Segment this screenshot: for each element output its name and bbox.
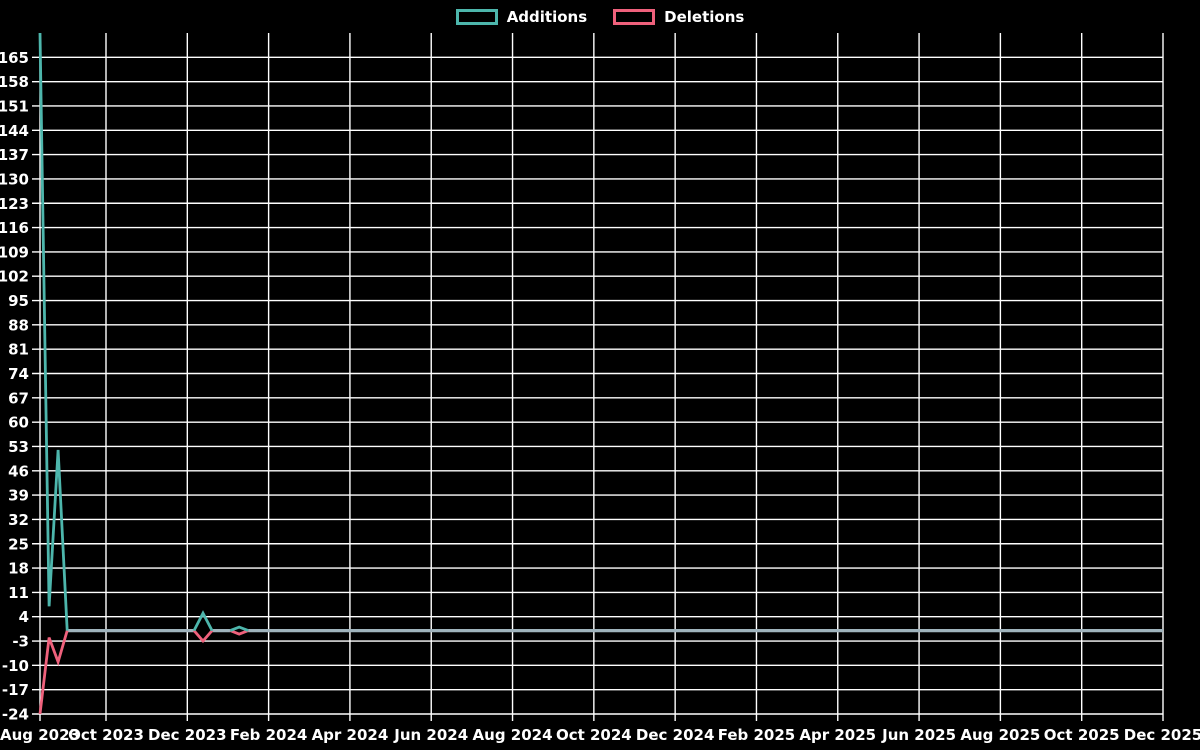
y-tick-label: 88 xyxy=(8,316,29,334)
y-tick-label: 18 xyxy=(8,560,29,578)
x-tick-label: Feb 2025 xyxy=(718,726,796,744)
x-tick-label: Dec 2023 xyxy=(148,726,227,744)
y-tick-label: 165 xyxy=(0,49,29,67)
additions-swatch-icon xyxy=(455,9,498,25)
y-tick-label: 53 xyxy=(8,438,29,456)
y-tick-label: 123 xyxy=(0,195,29,213)
y-tick-label: 137 xyxy=(0,146,29,164)
y-tick-label: -17 xyxy=(2,681,29,699)
y-tick-label: 67 xyxy=(8,389,29,407)
y-tick-label: 102 xyxy=(0,268,29,286)
y-tick-label: 60 xyxy=(8,414,29,432)
y-tick-label: 130 xyxy=(0,170,29,188)
x-tick-label: Dec 2024 xyxy=(636,726,715,744)
y-tick-label: 144 xyxy=(0,122,29,140)
x-tick-label: Aug 2024 xyxy=(473,726,553,744)
y-tick-label: 151 xyxy=(0,97,29,115)
x-tick-label: Aug 2023 xyxy=(0,726,80,744)
legend-item-deletions[interactable]: Deletions xyxy=(613,8,744,26)
legend-item-additions[interactable]: Additions xyxy=(455,8,588,26)
x-tick-label: Apr 2025 xyxy=(799,726,876,744)
x-tick-label: Feb 2024 xyxy=(230,726,308,744)
y-tick-label: 4 xyxy=(19,608,29,626)
y-gridlines: 165 158 151 144 137 130 123 116 109 102 95 88 81 74 67… xyxy=(0,49,1163,724)
y-tick-label: 158 xyxy=(0,73,29,91)
x-tick-label: Aug 2025 xyxy=(960,726,1040,744)
y-tick-label: 25 xyxy=(8,535,29,553)
deletions-swatch-icon xyxy=(613,9,656,25)
deletions-legend-label: Deletions xyxy=(664,8,745,26)
x-tick-label: Apr 2024 xyxy=(312,726,389,744)
y-tick-label: 39 xyxy=(8,487,29,505)
y-tick-label: 116 xyxy=(0,219,29,237)
y-tick-label: 32 xyxy=(8,511,29,529)
deletions-line xyxy=(38,629,249,715)
y-tick-label: -24 xyxy=(2,706,29,724)
x-tick-label: Jun 2024 xyxy=(393,726,468,744)
additions-line xyxy=(38,32,249,632)
x-tick-label: Jun 2025 xyxy=(881,726,956,744)
additions-legend-label: Additions xyxy=(506,8,588,26)
x-tick-label: Oct 2023 xyxy=(68,726,144,744)
x-tick-label: Dec 2025 xyxy=(1124,726,1200,744)
y-tick-label: 95 xyxy=(8,292,29,310)
y-tick-label: -10 xyxy=(2,657,29,675)
y-tick-label: 74 xyxy=(8,365,29,383)
x-tick-label: Oct 2025 xyxy=(1044,726,1120,744)
y-tick-label: 109 xyxy=(0,243,29,261)
y-tick-label: 46 xyxy=(8,462,29,480)
chart-legend: Additions Deletions xyxy=(0,8,1200,26)
y-tick-label: 81 xyxy=(8,341,29,359)
y-tick-label: 11 xyxy=(8,584,29,602)
x-tick-label: Oct 2024 xyxy=(556,726,632,744)
y-tick-label: -3 xyxy=(12,633,29,651)
